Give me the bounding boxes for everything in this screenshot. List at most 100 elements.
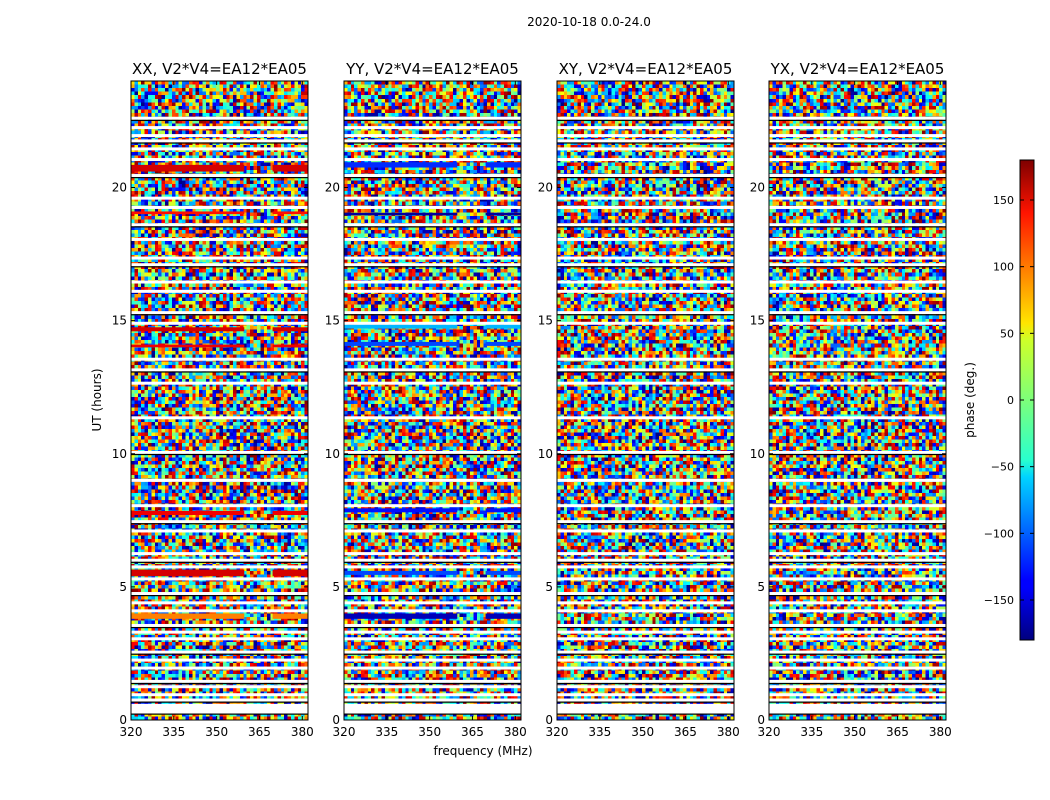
x-tick-label: 335 bbox=[800, 725, 823, 739]
flagged-row-yx-37 bbox=[769, 205, 946, 209]
flagged-row-yy-29 bbox=[344, 321, 521, 325]
y-tick-label: 5 bbox=[332, 580, 340, 594]
flagged-row-yx-7 bbox=[769, 666, 946, 670]
scan-gap-yx-39 bbox=[769, 177, 946, 179]
scan-gap-xx-24 bbox=[131, 453, 308, 456]
flagged-row-yy-7 bbox=[344, 666, 521, 670]
flagged-row-yx-16 bbox=[769, 577, 946, 581]
flagged-row-xx-3 bbox=[131, 698, 308, 702]
flagged-row-xy-45 bbox=[557, 116, 734, 120]
flagged-row-yy-10 bbox=[344, 637, 521, 641]
x-tick-label: 350 bbox=[418, 725, 441, 739]
x-tick-label: 365 bbox=[674, 725, 697, 739]
flagged-row-xx-34 bbox=[131, 256, 308, 260]
flagged-row-xy-20 bbox=[557, 529, 734, 533]
calibrator-band-tail-yy-6 bbox=[485, 613, 521, 619]
flagged-row-yx-39 bbox=[769, 174, 946, 178]
flagged-row-yy-6 bbox=[344, 679, 521, 683]
flagged-row-yy-35 bbox=[344, 237, 521, 241]
flagged-row-xx-9 bbox=[131, 650, 308, 654]
y-tick-label: 15 bbox=[750, 314, 765, 328]
colorbar-ticks: 150 100 50 0 −50 −100 −150 bbox=[984, 194, 1034, 607]
flagged-row-xy-32 bbox=[557, 280, 734, 284]
flagged-row-xy-18 bbox=[557, 558, 734, 562]
flagged-row-yy-22 bbox=[344, 504, 521, 508]
flagged-row-yy-30 bbox=[344, 311, 521, 315]
flagged-row-xy-10 bbox=[557, 637, 734, 641]
flagged-row-xx-11 bbox=[131, 630, 308, 634]
flagged-row-xx-39 bbox=[131, 174, 308, 178]
flagged-row-yx-45 bbox=[769, 116, 946, 120]
flagged-row-yy-20 bbox=[344, 529, 521, 533]
calibrator-band-tail-yy-3 bbox=[485, 341, 521, 346]
flagged-row-xy-39 bbox=[557, 174, 734, 178]
flagged-row-yy-33 bbox=[344, 263, 521, 267]
scan-gap-yx-6 bbox=[769, 682, 946, 685]
panel-xy: XY, V2*V4=EA12*EA05 320 335 350 365 380 0 5 10 15… bbox=[538, 60, 740, 739]
colorbar-tick-label: 100 bbox=[993, 261, 1014, 274]
calibrator-band-yy-0 bbox=[344, 162, 458, 168]
calibrator-band-tail-xx-1 bbox=[272, 211, 308, 215]
flagged-row-yx-4 bbox=[769, 693, 946, 697]
scan-gap-yx-3 bbox=[769, 701, 946, 703]
flagged-row-yy-12 bbox=[344, 623, 521, 627]
calibrator-band-yy-1 bbox=[344, 212, 458, 216]
flagged-row-yy-37 bbox=[344, 205, 521, 209]
flagged-row-yy-36 bbox=[344, 223, 521, 227]
y-tick-label: 5 bbox=[119, 580, 127, 594]
scan-gap-xx-42 bbox=[131, 142, 308, 144]
colorbar-tick-label: −50 bbox=[991, 461, 1014, 474]
flagged-row-xy-43 bbox=[557, 134, 734, 138]
scan-gap-yy-36 bbox=[344, 226, 521, 228]
flagged-row-xx-21 bbox=[131, 520, 308, 524]
flagged-row-xx-22 bbox=[131, 504, 308, 508]
flagged-row-xy-22 bbox=[557, 504, 734, 508]
flagged-row-yy-38 bbox=[344, 196, 521, 200]
flagged-row-xx-40 bbox=[131, 158, 308, 162]
flagged-row-xx-5 bbox=[131, 685, 308, 689]
scan-gap-xy-39 bbox=[557, 177, 734, 179]
flagged-row-xy-19 bbox=[557, 552, 734, 556]
scan-gap-yx-30 bbox=[769, 314, 946, 316]
flagged-row-yx-8 bbox=[769, 658, 946, 662]
flagged-row-xy-15 bbox=[557, 592, 734, 596]
flagged-row-xx-18 bbox=[131, 558, 308, 562]
y-tick-label: 15 bbox=[112, 314, 127, 328]
flagged-row-yy-4 bbox=[344, 693, 521, 697]
flagged-row-xx-45 bbox=[131, 116, 308, 120]
panel-title-xx: XX, V2*V4=EA12*EA05 bbox=[132, 60, 307, 78]
flagged-row-yx-38 bbox=[769, 196, 946, 200]
scan-gap-xy-3 bbox=[557, 701, 734, 703]
calibrator-band-tail-xx-5 bbox=[272, 569, 308, 577]
scan-gap-xx-21 bbox=[131, 523, 308, 525]
scan-gap-xx-33 bbox=[131, 266, 308, 268]
flagged-row-yx-36 bbox=[769, 223, 946, 227]
flagged-row-xx-29 bbox=[131, 321, 308, 325]
flagged-row-yx-5 bbox=[769, 685, 946, 689]
flagged-row-xy-40 bbox=[557, 158, 734, 162]
flagged-bottom-yy bbox=[344, 705, 521, 713]
flagged-row-yx-19 bbox=[769, 552, 946, 556]
flagged-row-yy-44 bbox=[344, 126, 521, 130]
scan-gap-xy-24 bbox=[557, 453, 734, 456]
scan-gap-xx-39 bbox=[131, 177, 308, 179]
flagged-row-xx-27 bbox=[131, 368, 308, 372]
scan-gap-yy-15 bbox=[344, 595, 521, 597]
scan-gap-xx-3 bbox=[131, 701, 308, 703]
y-tick-label: 20 bbox=[112, 181, 127, 195]
flagged-row-xx-25 bbox=[131, 416, 308, 420]
flagged-row-yy-9 bbox=[344, 650, 521, 654]
scan-gap-xy-27 bbox=[557, 371, 734, 373]
calibrator-band-tail-xx-6 bbox=[272, 613, 308, 619]
flagged-row-yx-35 bbox=[769, 237, 946, 241]
flagged-row-xx-31 bbox=[131, 289, 308, 293]
flagged-row-xx-41 bbox=[131, 147, 308, 151]
flagged-row-yy-16 bbox=[344, 577, 521, 581]
phase-image-xy bbox=[557, 81, 734, 720]
flagged-row-xx-43 bbox=[131, 134, 308, 138]
flagged-row-yx-21 bbox=[769, 520, 946, 524]
calibrator-band-tail-yy-0 bbox=[485, 162, 521, 168]
calibrator-band-tail-yy-2 bbox=[485, 324, 521, 329]
y-tick-label: 15 bbox=[325, 314, 340, 328]
flagged-row-xx-38 bbox=[131, 196, 308, 200]
